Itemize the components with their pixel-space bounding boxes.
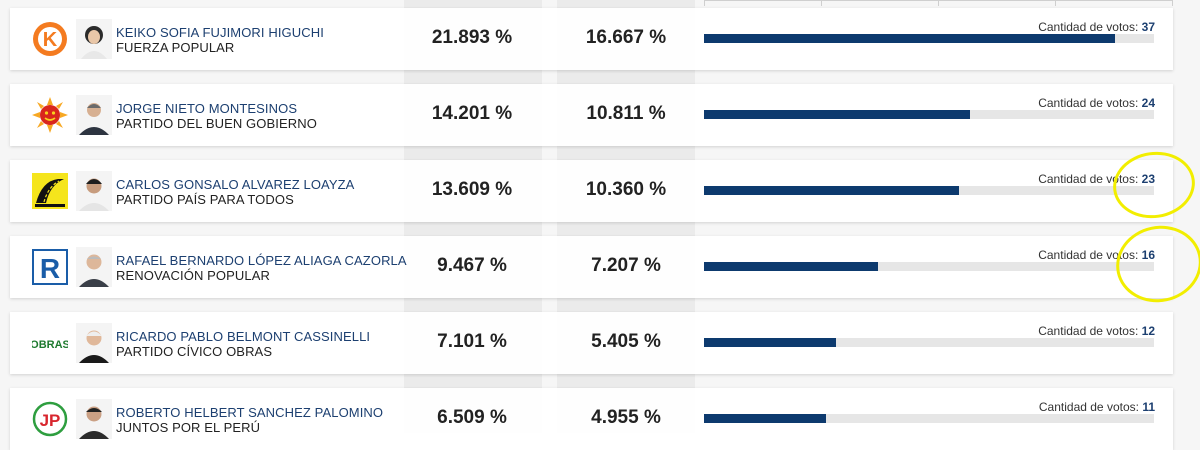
- party-name: PARTIDO DEL BUEN GOBIERNO: [116, 116, 317, 131]
- bar-scale: [704, 0, 1173, 6]
- percent-emitted: 10.360 %: [585, 179, 667, 200]
- vote-count: Cantidad de votos: 23: [1038, 172, 1155, 186]
- votes-value: 24: [1141, 96, 1155, 110]
- vote-bar-fill: [704, 262, 879, 271]
- vote-count: Cantidad de votos: 11: [1039, 400, 1155, 414]
- vote-count: Cantidad de votos: 24: [1038, 96, 1155, 110]
- road-logo: [32, 173, 68, 209]
- vote-bar-track: [704, 262, 1154, 271]
- obras-logo-text: OBRAS: [32, 339, 68, 351]
- table-row: K KEIKO SOFIA FUJIMORI HIGUCHI FUERZA PO…: [10, 8, 1173, 70]
- votes-value: 23: [1141, 172, 1155, 186]
- candidate-photo: [76, 247, 112, 287]
- candidate-name[interactable]: JORGE NIETO MONTESINOS: [116, 101, 298, 116]
- votes-value: 12: [1141, 324, 1155, 338]
- percent-emitted: 4.955 %: [591, 407, 661, 428]
- candidate-photo: [76, 19, 112, 59]
- candidate-photo: [76, 95, 112, 135]
- vote-bar-track: [704, 186, 1154, 195]
- percent-valid: 14.201 %: [431, 103, 513, 124]
- party-name: FUERZA POPULAR: [116, 40, 235, 55]
- obras-logo: OBRAS: [30, 325, 70, 361]
- party-name: RENOVACIÓN POPULAR: [116, 268, 270, 283]
- vote-bar-fill: [704, 34, 1115, 43]
- percent-valid: 21.893 %: [431, 27, 513, 48]
- votes-label: Cantidad de votos:: [1038, 96, 1139, 110]
- k-orange-logo: K: [32, 21, 68, 57]
- votes-label: Cantidad de votos:: [1038, 20, 1139, 34]
- candidate-photo: [76, 399, 112, 439]
- percent-emitted: 10.811 %: [586, 103, 666, 124]
- vote-count: Cantidad de votos: 12: [1038, 324, 1155, 338]
- candidate-name[interactable]: KEIKO SOFIA FUJIMORI HIGUCHI: [116, 25, 324, 40]
- candidate-name[interactable]: ROBERTO HELBERT SANCHEZ PALOMINO: [116, 405, 384, 420]
- candidate-name[interactable]: CARLOS GONSALO ALVAREZ LOAYZA: [116, 177, 355, 192]
- vote-bar-fill: [704, 414, 826, 423]
- party-name: PARTIDO PAÍS PARA TODOS: [116, 192, 294, 207]
- vote-bar-track: [704, 34, 1154, 43]
- percent-valid: 9.467 %: [437, 255, 507, 276]
- table-row: OBRAS RICARDO PABLO BELMONT CASSINELLI P…: [10, 312, 1173, 374]
- table-row: CARLOS GONSALO ALVAREZ LOAYZA PARTIDO PA…: [10, 160, 1173, 222]
- percent-emitted: 5.405 %: [591, 331, 661, 352]
- svg-text:K: K: [43, 29, 58, 51]
- vote-count: Cantidad de votos: 16: [1038, 248, 1155, 262]
- votes-label: Cantidad de votos:: [1038, 324, 1139, 338]
- jp-logo: JP: [32, 401, 68, 437]
- vote-bar-track: [704, 338, 1154, 347]
- votes-label: Cantidad de votos:: [1038, 400, 1139, 414]
- vote-bar-track: [704, 414, 1154, 423]
- percent-valid: 13.609 %: [431, 179, 513, 200]
- candidate-name[interactable]: RICARDO PABLO BELMONT CASSINELLI: [116, 329, 371, 344]
- sun-logo: [32, 97, 68, 133]
- party-name: PARTIDO CÍVICO OBRAS: [116, 344, 273, 359]
- party-name: JUNTOS POR EL PERÚ: [116, 420, 261, 435]
- candidate-name[interactable]: RAFAEL BERNARDO LÓPEZ ALIAGA CAZORLA: [116, 253, 407, 268]
- percent-valid: 7.101 %: [437, 331, 507, 352]
- votes-value: 11: [1142, 400, 1155, 414]
- vote-bar-fill: [704, 338, 836, 347]
- vote-bar-fill: [704, 186, 960, 195]
- percent-emitted: 7.207 %: [591, 255, 661, 276]
- votes-value: 16: [1141, 248, 1155, 262]
- vote-bar-fill: [704, 110, 970, 119]
- table-row: JORGE NIETO MONTESINOS PARTIDO DEL BUEN …: [10, 84, 1173, 146]
- jp-logo-text: JP: [40, 411, 61, 430]
- table-row: JP ROBERTO HELBERT SANCHEZ PALOMINO JUNT…: [10, 388, 1173, 450]
- percent-emitted: 16.667 %: [585, 27, 667, 48]
- vote-bar-track: [704, 110, 1154, 119]
- votes-label: Cantidad de votos:: [1038, 172, 1139, 186]
- percent-valid: 6.509 %: [437, 407, 507, 428]
- candidate-photo: [76, 171, 112, 211]
- vote-count: Cantidad de votos: 37: [1038, 20, 1155, 34]
- r-blue-logo: R: [32, 249, 68, 285]
- table-row: R RAFAEL BERNARDO LÓPEZ ALIAGA CAZORLA R…: [10, 236, 1173, 298]
- svg-text:R: R: [40, 253, 60, 284]
- candidate-photo: [76, 323, 112, 363]
- votes-value: 37: [1141, 20, 1155, 34]
- votes-label: Cantidad de votos:: [1038, 248, 1139, 262]
